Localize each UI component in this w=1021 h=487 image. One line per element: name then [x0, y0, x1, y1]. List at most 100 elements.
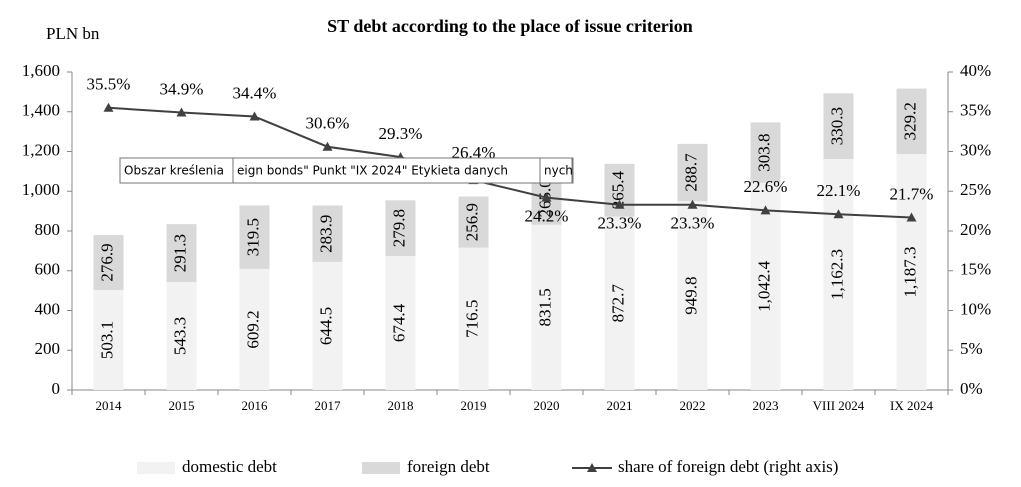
y2-tick-label: 5% — [960, 339, 983, 358]
tooltip: nych — [539, 157, 573, 184]
bar-segment — [458, 196, 489, 248]
x-tick-label: 2022 — [680, 398, 706, 413]
bar-value-label: 319.5 — [243, 218, 262, 256]
line-marker — [687, 199, 698, 209]
bar-value-label: 716.5 — [462, 300, 481, 338]
y-tick-label: 1,200 — [22, 140, 60, 159]
chart-title: ST debt according to the place of issue … — [327, 16, 693, 36]
line-value-label: 22.1% — [817, 181, 861, 200]
legend-label: foreign debt — [407, 457, 490, 476]
bar-segment — [239, 205, 270, 269]
tooltip-box — [539, 157, 573, 184]
y-tick-label: 1,000 — [22, 180, 60, 199]
bar-value-label: 1,042.4 — [754, 260, 773, 312]
legend-marker — [587, 463, 597, 472]
bar-value-label: 303.8 — [754, 134, 773, 172]
legend-label: domestic debt — [182, 457, 277, 476]
line-marker — [833, 209, 844, 219]
bar-value-label: 644.5 — [316, 307, 335, 345]
tooltip-box — [119, 157, 239, 184]
bar-segment — [239, 268, 270, 390]
x-tick-label: 2016 — [242, 398, 269, 413]
bar-value-label: 949.8 — [681, 276, 700, 314]
tooltip-box — [232, 157, 574, 184]
line-value-label: 30.6% — [306, 114, 350, 133]
legend-swatch — [362, 462, 400, 474]
x-tick-label: 2020 — [534, 398, 560, 413]
line-marker — [614, 199, 625, 209]
bar-value-label: 674.4 — [389, 303, 408, 342]
bar-segment — [750, 182, 781, 390]
line-value-label: 23.3% — [671, 214, 715, 233]
y-tick-label: 200 — [35, 339, 61, 358]
y2-tick-label: 20% — [960, 220, 991, 239]
bar-segment — [823, 93, 854, 159]
bar-value-label: 288.7 — [681, 153, 700, 192]
x-tick-label: 2015 — [169, 398, 195, 413]
bar-value-label: 872.7 — [608, 284, 627, 323]
bar-value-label: 279.8 — [389, 209, 408, 247]
x-tick-label: 2018 — [388, 398, 414, 413]
line-value-label: 35.5% — [87, 75, 131, 94]
y-tick-label: 1,600 — [22, 61, 60, 80]
bar-segment — [312, 205, 343, 262]
y2-tick-label: 30% — [960, 140, 991, 159]
line-marker — [103, 102, 114, 112]
y2-tick-label: 25% — [960, 180, 991, 199]
x-tick-label: IX 2024 — [890, 398, 933, 413]
line-value-label: 24.2% — [525, 207, 569, 226]
line-marker — [322, 141, 333, 151]
bar-value-label: 831.5 — [535, 288, 554, 326]
y-tick-label: 0 — [52, 379, 61, 398]
bar-segment — [93, 234, 124, 291]
y2-tick-label: 40% — [960, 61, 991, 80]
line-value-label: 26.4% — [452, 143, 496, 162]
x-tick-label: 2023 — [753, 398, 779, 413]
line-value-label: 22.6% — [744, 177, 788, 196]
bar-segment — [896, 154, 927, 390]
bar-segment — [750, 122, 781, 183]
bar-segment — [677, 201, 708, 390]
y2-tick-label: 0% — [960, 379, 983, 398]
legend-swatch — [137, 462, 175, 474]
bar-value-label: 543.3 — [170, 317, 189, 355]
bar-value-label: 1,162.3 — [827, 249, 846, 300]
bar-segment — [166, 224, 197, 283]
y-tick-label: 400 — [35, 299, 61, 318]
bar-segment — [677, 143, 708, 202]
x-tick-label: 2014 — [96, 398, 123, 413]
tooltip: eign bonds" Punkt "IX 2024" Etykieta dan… — [232, 157, 574, 184]
bar-value-label: 503.1 — [97, 321, 116, 359]
bar-segment — [823, 158, 854, 390]
bar-value-label: 291.3 — [170, 234, 189, 272]
tooltip-text: eign bonds" Punkt "IX 2024" Etykieta dan… — [237, 164, 508, 178]
y-tick-label: 600 — [35, 260, 61, 279]
tooltip-text: nych — [544, 164, 573, 178]
x-tick-label: 2021 — [607, 398, 633, 413]
legend-label: share of foreign debt (right axis) — [618, 457, 838, 476]
line-marker — [541, 192, 552, 202]
bar-segment — [93, 290, 124, 390]
bar-segment — [896, 88, 927, 155]
bar-segment — [531, 224, 562, 390]
bar-value-label: 283.9 — [316, 215, 335, 253]
y-tick-label: 1,400 — [22, 101, 60, 120]
line-value-label: 34.4% — [233, 83, 277, 102]
x-tick-label: 2017 — [315, 398, 342, 413]
line-value-label: 34.9% — [160, 79, 204, 98]
line-marker — [249, 111, 260, 121]
line-marker — [760, 205, 771, 215]
line-value-label: 23.3% — [598, 214, 642, 233]
y-axis-label: PLN bn — [46, 24, 100, 43]
bar-segment — [385, 200, 416, 256]
bar-value-label: 609.2 — [243, 310, 262, 348]
line-marker — [176, 107, 187, 117]
line-value-label: 29.3% — [379, 124, 423, 143]
y-tick-label: 800 — [35, 220, 61, 239]
bar-segment — [166, 282, 197, 390]
line — [108, 106, 912, 219]
line-marker — [906, 212, 917, 222]
tooltip: Obszar kreślenia — [119, 157, 239, 184]
bar-segment — [385, 255, 416, 390]
